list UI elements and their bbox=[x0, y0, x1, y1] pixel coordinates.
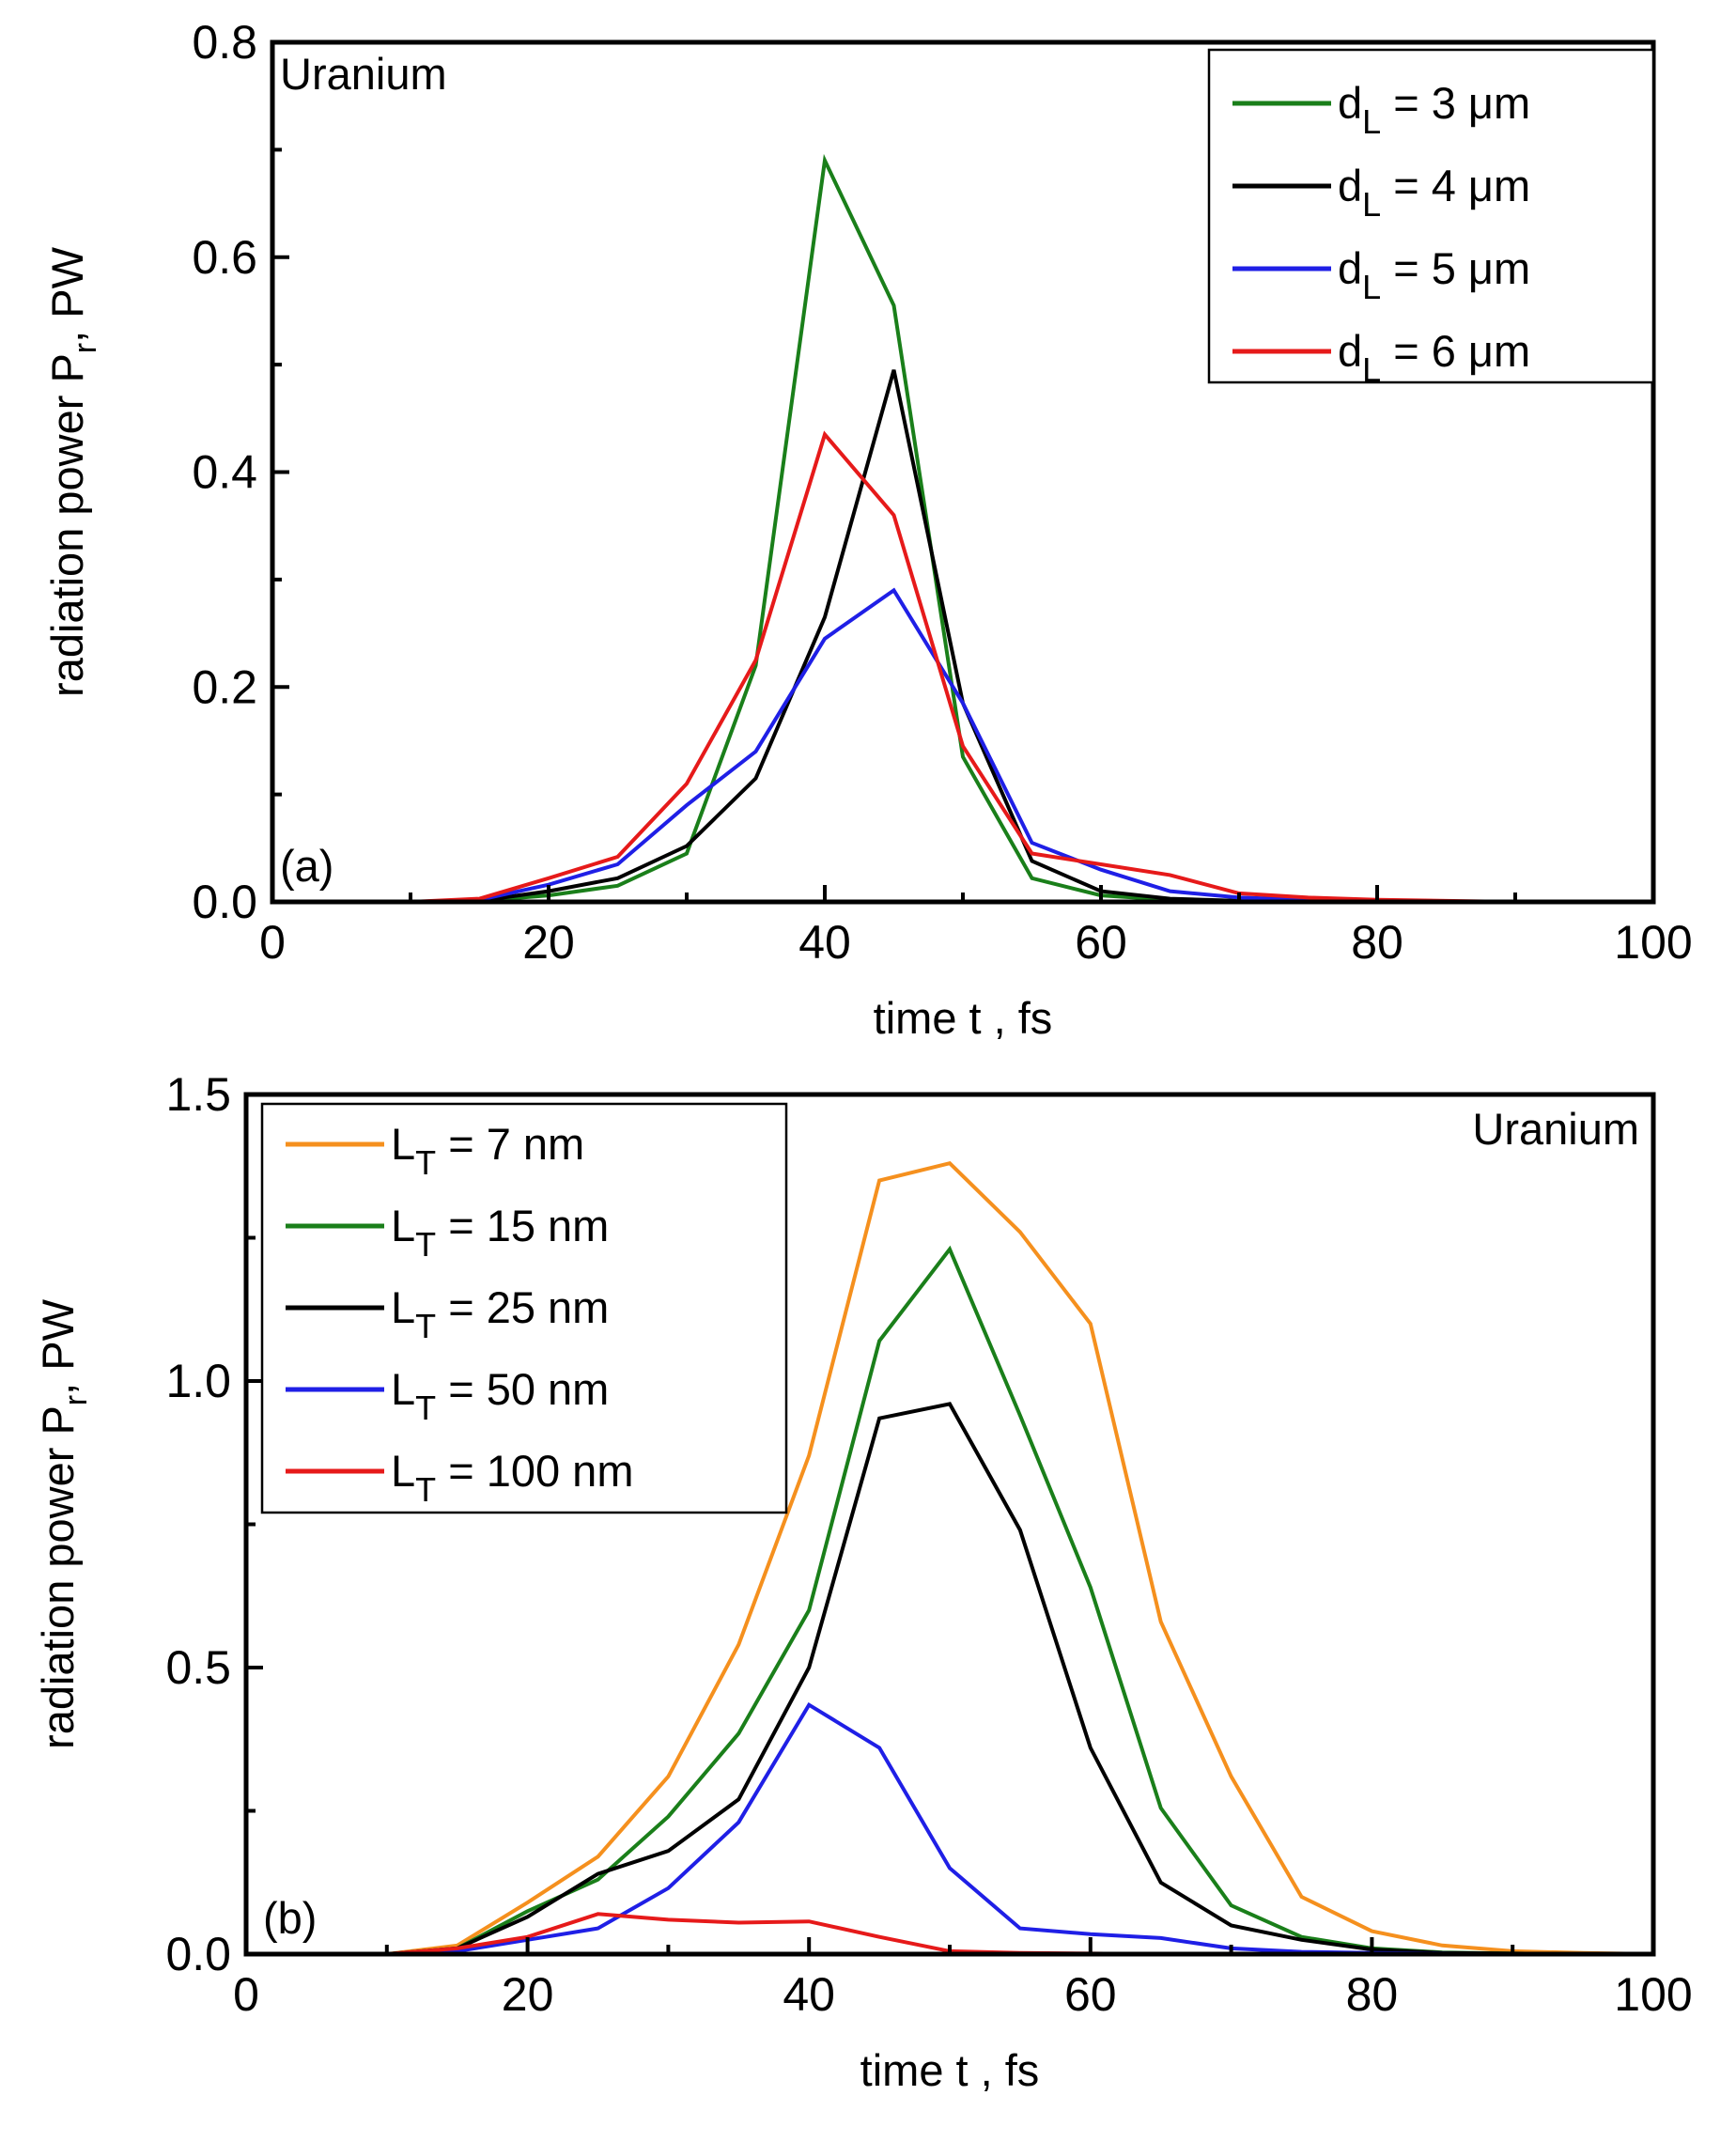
y-axis-title: radiation power Pr, PW bbox=[33, 1298, 94, 1749]
panel-label: (a) bbox=[280, 841, 333, 891]
legend-entry: dL = 6 μm bbox=[1338, 326, 1530, 389]
panel-b: 0 20 40 60 80 100 0.0 0.5 1.0 1.5 time t , fs radia… bbox=[33, 1068, 1693, 2095]
element-label: Uranium bbox=[1472, 1104, 1639, 1154]
legend-entry: LT = 15 nm bbox=[391, 1201, 609, 1264]
element-label: Uranium bbox=[280, 49, 447, 99]
panel-a: 0 20 40 60 80 100 0.0 0.2 0.4 0.6 0.8 time t , fs ra… bbox=[42, 16, 1693, 1043]
y-tick-label: 0.2 bbox=[192, 660, 257, 713]
series-line-2 bbox=[272, 369, 1653, 902]
panel-label: (b) bbox=[263, 1893, 317, 1943]
x-tick-label: 0 bbox=[233, 1968, 259, 2021]
y-tick-label: 0.6 bbox=[192, 231, 257, 284]
legend: dL = 3 μm dL = 4 μm dL = 5 μm dL = 6 μm bbox=[1207, 48, 1655, 389]
y-axis-title: radiation power Pr, PW bbox=[42, 246, 103, 697]
y-tick-label: 0.8 bbox=[192, 16, 257, 69]
x-axis-title: time t , fs bbox=[860, 2045, 1040, 2095]
x-tick-label: 80 bbox=[1346, 1968, 1399, 2021]
legend-entry: dL = 5 μm bbox=[1338, 243, 1530, 306]
y-tick-label: 0.4 bbox=[192, 446, 257, 499]
legend-entry: dL = 4 μm bbox=[1338, 161, 1530, 224]
x-tick-label: 0 bbox=[259, 916, 286, 969]
x-tick-label: 100 bbox=[1614, 1968, 1692, 2021]
legend-entry: dL = 3 μm bbox=[1338, 78, 1530, 141]
x-tick-label: 80 bbox=[1351, 916, 1403, 969]
x-axis-title: time t , fs bbox=[874, 993, 1053, 1043]
legend-entry: LT = 7 nm bbox=[391, 1119, 584, 1182]
series-line-4 bbox=[272, 430, 1653, 902]
legend: LT = 7 nm LT = 15 nm LT = 25 nm LT = 50 nm L… bbox=[260, 1102, 788, 1514]
y-tick-label: 0.5 bbox=[165, 1641, 231, 1694]
y-tick-label: 1.5 bbox=[165, 1068, 231, 1121]
legend-entry: LT = 100 nm bbox=[391, 1446, 633, 1509]
y-tick-label: 0.0 bbox=[192, 876, 257, 928]
x-tick-label: 60 bbox=[1075, 916, 1127, 969]
series-line-1 bbox=[246, 1160, 1653, 1954]
x-tick-label: 20 bbox=[502, 1968, 554, 2021]
x-tick-label: 40 bbox=[783, 1968, 835, 2021]
legend-entry: LT = 50 nm bbox=[391, 1364, 609, 1427]
y-tick-label: 0.0 bbox=[165, 1928, 231, 1980]
x-tick-label: 20 bbox=[522, 916, 575, 969]
series-line-4 bbox=[246, 1701, 1653, 1954]
x-tick-label: 40 bbox=[798, 916, 851, 969]
legend-entry: LT = 25 nm bbox=[391, 1282, 609, 1345]
x-tick-label: 60 bbox=[1064, 1968, 1117, 2021]
y-tick-label: 1.0 bbox=[165, 1355, 231, 1407]
x-tick-label: 100 bbox=[1614, 916, 1692, 969]
